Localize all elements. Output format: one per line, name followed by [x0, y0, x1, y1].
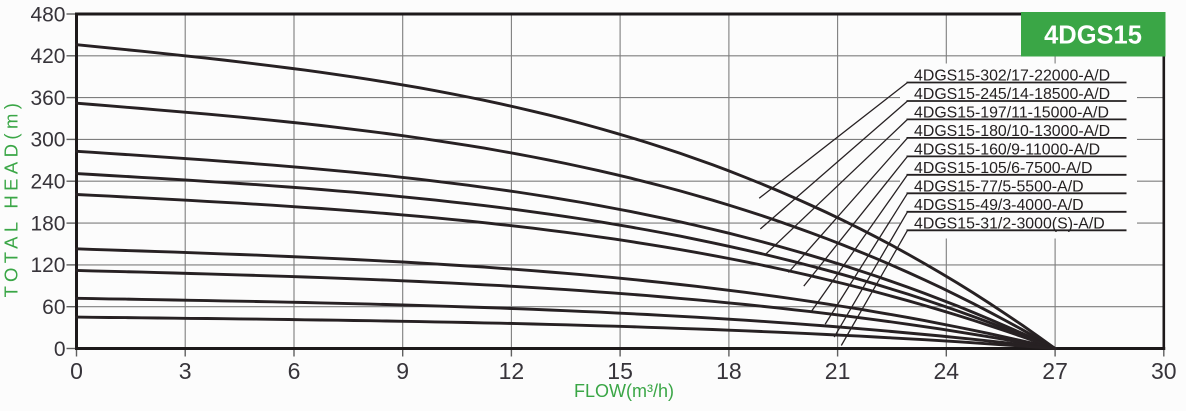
svg-text:360: 360	[30, 87, 65, 110]
svg-text:0: 0	[70, 358, 83, 384]
svg-text:TOTAL HEAD(m): TOTAL HEAD(m)	[1, 99, 22, 298]
svg-text:4DGS15-245/14-18500-A/D: 4DGS15-245/14-18500-A/D	[914, 86, 1110, 103]
svg-text:4DGS15-77/5-5500-A/D: 4DGS15-77/5-5500-A/D	[914, 179, 1084, 196]
svg-text:30: 30	[1151, 358, 1177, 384]
svg-text:300: 300	[30, 129, 65, 152]
svg-text:4DGS15-31/2-3000(S)-A/D: 4DGS15-31/2-3000(S)-A/D	[914, 216, 1105, 233]
svg-text:FLOW(m³/h): FLOW(m³/h)	[574, 381, 674, 401]
svg-text:4DGS15-49/3-4000-A/D: 4DGS15-49/3-4000-A/D	[914, 197, 1084, 214]
svg-text:4DGS15-197/11-15000-A/D: 4DGS15-197/11-15000-A/D	[914, 105, 1109, 122]
svg-text:420: 420	[30, 45, 65, 68]
svg-text:18: 18	[716, 358, 742, 384]
svg-text:21: 21	[825, 358, 851, 384]
svg-text:4DGS15-180/10-13000-A/D: 4DGS15-180/10-13000-A/D	[914, 123, 1110, 140]
svg-text:60: 60	[42, 296, 65, 319]
svg-text:4DGS15-302/17-22000-A/D: 4DGS15-302/17-22000-A/D	[914, 68, 1110, 85]
svg-text:4DGS15-105/6-7500-A/D: 4DGS15-105/6-7500-A/D	[914, 160, 1092, 177]
svg-text:15: 15	[607, 358, 633, 384]
svg-text:9: 9	[396, 358, 409, 384]
svg-text:3: 3	[179, 358, 192, 384]
svg-text:27: 27	[1042, 358, 1068, 384]
svg-text:24: 24	[934, 358, 960, 384]
svg-text:6: 6	[288, 358, 301, 384]
svg-text:4DGS15-160/9-11000-A/D: 4DGS15-160/9-11000-A/D	[914, 142, 1100, 159]
svg-text:120: 120	[30, 254, 65, 277]
svg-text:12: 12	[499, 358, 525, 384]
svg-text:180: 180	[30, 212, 65, 235]
svg-text:480: 480	[30, 3, 65, 26]
svg-text:4DGS15: 4DGS15	[1044, 22, 1142, 50]
svg-text:240: 240	[30, 171, 65, 194]
svg-text:0: 0	[54, 338, 66, 361]
